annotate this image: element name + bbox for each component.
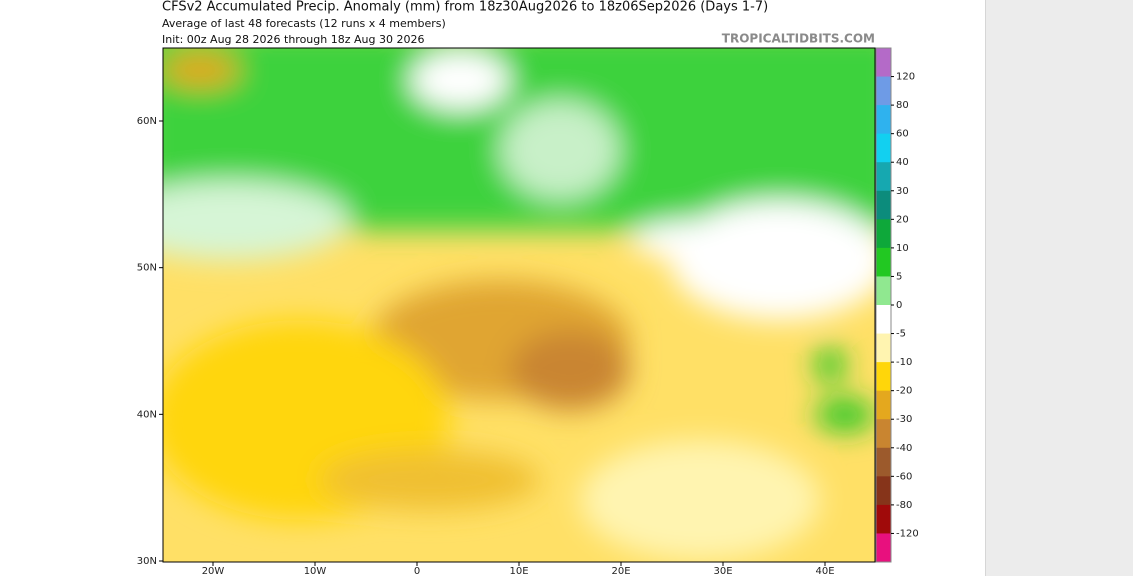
colorbar-label: 10: [896, 243, 909, 254]
colorbar-segment: [876, 447, 891, 477]
colorbar-label: -5: [896, 329, 906, 340]
lat-label: 50N: [137, 263, 157, 274]
colorbar-label: -60: [896, 471, 912, 482]
side-panel: [985, 0, 1133, 576]
colorbar-segment: [876, 247, 891, 277]
colorbar-label: 30: [896, 186, 909, 197]
colorbar-segment: [876, 76, 891, 106]
colorbar-segment: [876, 105, 891, 135]
colorbar-label: 60: [896, 129, 909, 140]
subtitle: Average of last 48 forecasts (12 runs x …: [162, 17, 446, 30]
colorbar-segment: [876, 533, 891, 563]
colorbar-segment: [876, 305, 891, 335]
colorbar-label: -120: [896, 528, 919, 539]
colorbar-segment: [876, 162, 891, 192]
colorbar-label: -10: [896, 357, 912, 368]
colorbar-segment: [876, 276, 891, 306]
colorbar-label: 5: [896, 271, 902, 282]
lon-label: 10E: [509, 566, 528, 576]
colorbar-segment: [876, 419, 891, 449]
colorbar-label: -30: [896, 414, 912, 425]
lon-label: 20E: [611, 566, 630, 576]
colorbar-segment: [876, 390, 891, 420]
colorbar-label: -40: [896, 443, 912, 454]
colorbar-label: 80: [896, 100, 909, 111]
credit: TROPICALTIDBITS.COM: [722, 32, 875, 46]
colorbar-label: -80: [896, 500, 912, 511]
lon-label: 30E: [713, 566, 732, 576]
colorbar-segment: [876, 190, 891, 220]
colorbar-label: 120: [896, 72, 915, 83]
lat-label: 40N: [137, 409, 157, 420]
colorbar-segment: [876, 476, 891, 506]
colorbar-segment: [876, 333, 891, 363]
lon-label: 10W: [304, 566, 327, 576]
colorbar-label: -20: [896, 386, 912, 397]
lat-label: 30N: [137, 556, 157, 567]
colorbar-segment: [876, 362, 891, 392]
lon-label: 0: [414, 566, 420, 576]
colorbar-segment: [876, 48, 891, 78]
colorbar-label: 40: [896, 157, 909, 168]
colorbar-label: 0: [896, 300, 902, 311]
axes: 60N 50N 40N 30N 20W 10W 0 10E 20E 30E 40E: [137, 116, 835, 576]
colorbar-segment: [876, 133, 891, 163]
colorbar-segment: [876, 219, 891, 249]
lon-label: 40E: [815, 566, 834, 576]
colorbar-label: 20: [896, 214, 909, 225]
title: CFSv2 Accumulated Precip. Anomaly (mm) f…: [162, 0, 768, 15]
colorbar: 120 80 60 40 30 20 10 5 0 -5 -10 -20 -30 -40 -60 -80 -12…: [875, 47, 919, 563]
colorbar-segment: [876, 504, 891, 534]
map: [163, 48, 875, 562]
lon-label: 20W: [202, 566, 225, 576]
lat-label: 60N: [137, 116, 157, 127]
init-text: Init: 00z Aug 28 2026 through 18z Aug 30…: [162, 33, 424, 46]
figure: CFSv2 Accumulated Precip. Anomaly (mm) f…: [137, 0, 919, 576]
